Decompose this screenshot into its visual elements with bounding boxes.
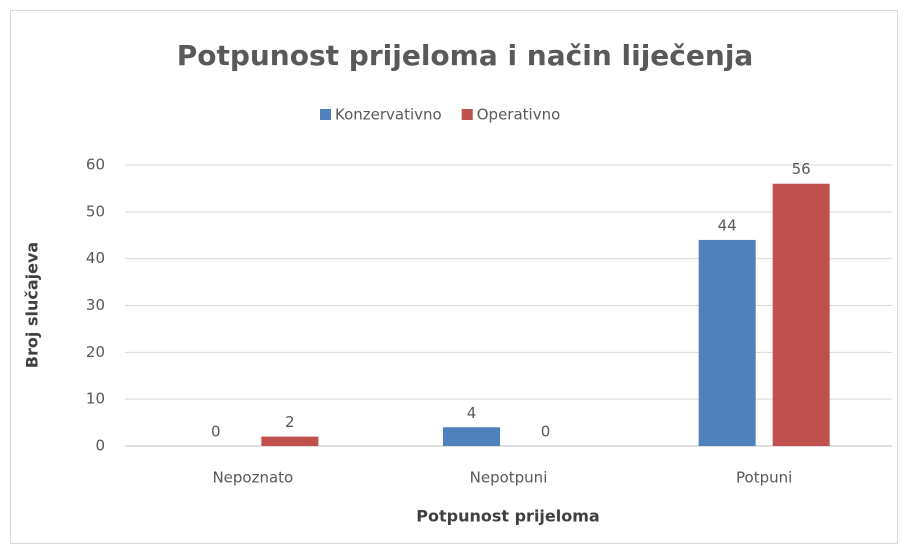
y-tick-label: 40 <box>86 249 105 267</box>
legend-swatch <box>320 109 331 120</box>
y-tick-label: 0 <box>95 437 105 455</box>
x-tick-label: Nepoznato <box>212 469 293 487</box>
x-axis-title: Potpunost prijeloma <box>416 507 599 526</box>
data-label: 0 <box>541 423 551 441</box>
legend-label: Operativno <box>477 106 561 124</box>
legend-label: Konzervativno <box>335 106 442 124</box>
chart-title: Potpunost prijeloma i način liječenja <box>177 39 754 72</box>
data-label: 4 <box>467 404 477 422</box>
bar <box>443 427 500 446</box>
bar <box>698 239 756 446</box>
y-tick-label: 60 <box>86 156 105 174</box>
x-tick-label: Potpuni <box>736 469 792 487</box>
y-tick-label: 10 <box>86 390 105 408</box>
bar <box>772 183 830 446</box>
legend-swatch <box>461 109 473 120</box>
data-label: 2 <box>285 413 295 431</box>
y-tick-label: 30 <box>86 296 105 314</box>
bar <box>261 436 319 446</box>
x-tick-label: Nepotpuni <box>470 469 548 487</box>
y-axis-title: Broj slučajeva <box>23 242 42 368</box>
y-tick-label: 20 <box>86 343 105 361</box>
data-label: 0 <box>211 423 221 441</box>
data-label: 56 <box>792 160 811 178</box>
data-label: 44 <box>718 216 737 234</box>
chart-border <box>10 10 898 544</box>
y-tick-label: 50 <box>86 202 105 220</box>
